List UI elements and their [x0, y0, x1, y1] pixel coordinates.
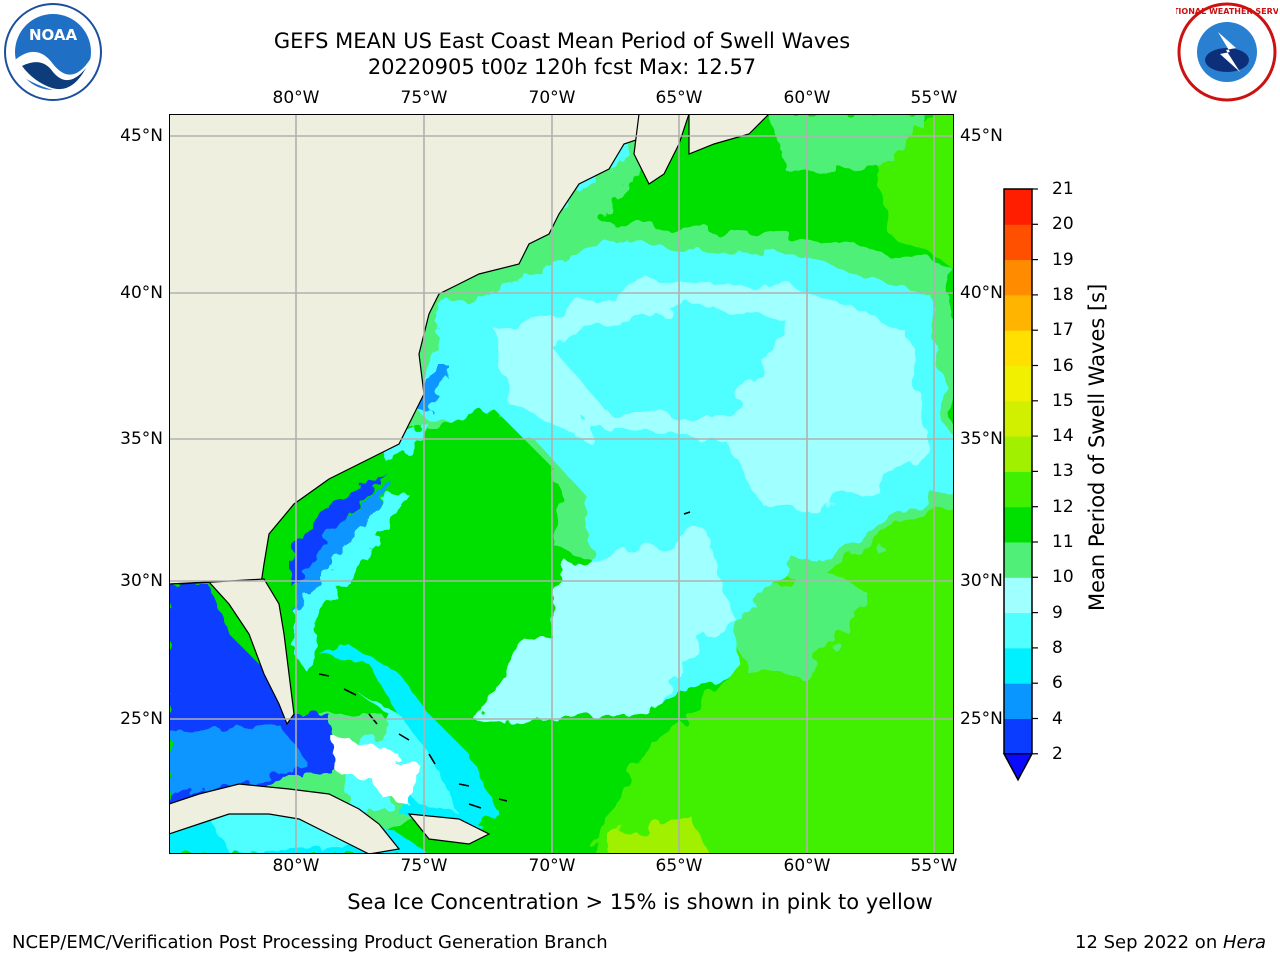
colorbar-segment [1004, 542, 1032, 578]
colorbar-tick-label: 9 [1052, 602, 1063, 623]
lon-label-bottom: 55°W [910, 856, 958, 876]
lat-label-right: 40°N [960, 283, 1003, 303]
svg-text:NOAA: NOAA [29, 26, 78, 44]
colorbar-tick-label: 8 [1052, 637, 1063, 658]
graticule [169, 114, 954, 854]
colorbar-tick-label: 13 [1052, 461, 1074, 482]
lon-label-top: 80°W [272, 88, 320, 108]
colorbar-segment [1004, 259, 1032, 296]
colorbar-tick-label: 19 [1052, 249, 1074, 270]
colorbar-segment [1004, 436, 1032, 472]
lat-label-left: 40°N [120, 283, 163, 303]
colorbar-segment [1004, 330, 1032, 366]
lat-label-right: 25°N [960, 709, 1003, 729]
lon-label-bottom: 75°W [400, 856, 448, 876]
lon-label-top: 70°W [528, 88, 576, 108]
colorbar-tick-label: 18 [1052, 284, 1074, 305]
footer-host: Hera [1222, 932, 1266, 953]
footer-date-text: 12 Sep 2022 on [1075, 932, 1223, 953]
lat-label-left: 30°N [120, 571, 163, 591]
swell-period-map [169, 114, 954, 854]
lat-label-right: 30°N [960, 571, 1003, 591]
land-mask [169, 114, 770, 854]
colorbar-segment [1004, 189, 1032, 225]
colorbar-tick-label: 11 [1052, 532, 1074, 552]
lat-label-right: 35°N [960, 429, 1003, 449]
svg-text:NATIONAL WEATHER SERVICE: NATIONAL WEATHER SERVICE [1176, 7, 1278, 16]
colorbar-segment [1004, 506, 1032, 543]
colorbar-segment [1004, 471, 1032, 508]
lon-label-top: 60°W [783, 88, 831, 108]
colorbar-tick-label: 15 [1052, 390, 1074, 411]
chart-subtitle: 20220905 t00z 120h fcst Max: 12.57 [367, 55, 757, 79]
colorbar-tick-label: 20 [1052, 214, 1074, 235]
colorbar-underflow-triangle [1002, 753, 1034, 782]
chart-title: GEFS MEAN US East Coast Mean Period of S… [273, 29, 851, 53]
colorbar-tick-label: 14 [1052, 426, 1074, 447]
colorbar-tick-label: 17 [1052, 320, 1074, 341]
colorbar-segment [1004, 718, 1032, 755]
lon-label-top: 65°W [655, 88, 703, 108]
colorbar-tick-label: 21 [1052, 179, 1074, 199]
noaa-logo-icon: NOAA [4, 3, 102, 101]
colorbar-segment [1004, 612, 1032, 649]
colorbar-tick-label: 6 [1052, 673, 1063, 694]
colorbar-segment [1004, 647, 1032, 684]
colorbar-segment [1004, 294, 1032, 331]
lat-label-left: 35°N [120, 429, 163, 449]
lat-label-left: 45°N [120, 126, 163, 146]
lon-label-top: 75°W [400, 88, 448, 108]
lon-label-bottom: 60°W [783, 856, 831, 876]
footer-date: 12 Sep 2022 on Hera [1075, 932, 1266, 953]
nws-logo-icon: NATIONAL WEATHER SERVICE [1176, 2, 1278, 102]
colorbar-tick-label: 2 [1052, 743, 1063, 764]
colorbar-segment [1004, 400, 1032, 437]
colorbar-segment [1004, 224, 1032, 261]
lon-label-bottom: 70°W [528, 856, 576, 876]
lon-label-top: 55°W [910, 88, 958, 108]
colorbar-segment [1004, 365, 1032, 402]
colorbar-segment [1004, 683, 1032, 719]
lon-label-bottom: 80°W [272, 856, 320, 876]
lon-label-bottom: 65°W [655, 856, 703, 876]
colorbar-tick-label: 4 [1052, 708, 1063, 729]
colorbar-tick-label: 12 [1052, 496, 1074, 517]
footer-credit: NCEP/EMC/Verification Post Processing Pr… [12, 932, 608, 953]
lat-label-left: 25°N [120, 709, 163, 729]
colorbar-segment [1004, 577, 1032, 614]
colorbar-tick-label: 16 [1052, 355, 1074, 376]
colorbar-tick-label: 10 [1052, 567, 1074, 588]
sea-ice-note: Sea Ice Concentration > 15% is shown in … [347, 890, 933, 914]
lat-label-right: 45°N [960, 126, 1003, 146]
colorbar-title: Mean Period of Swell Waves [s] [1085, 283, 1109, 611]
colorbar [1002, 188, 1038, 782]
